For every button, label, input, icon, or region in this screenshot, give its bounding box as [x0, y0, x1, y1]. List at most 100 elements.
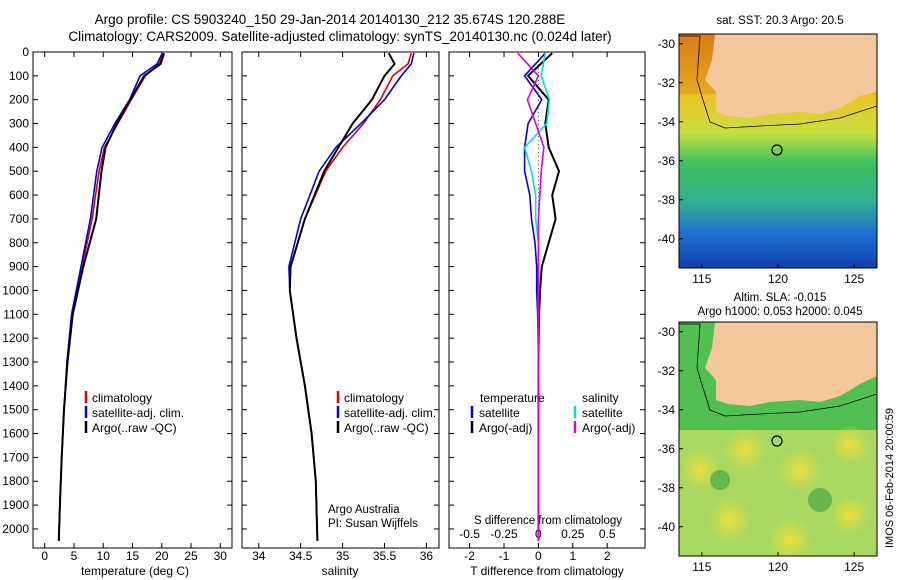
argo-position-marker [771, 435, 783, 447]
map-y-tick-label: -38 [658, 193, 676, 207]
sla-map-subtitle: Argo h1000: 0.053 h2000: 0.045 [698, 306, 863, 318]
y-tick-label: 500 [9, 164, 29, 178]
legend-sal-satellite: satellite [582, 406, 623, 420]
x-tick-label: -2 [464, 549, 475, 563]
map-y-tick-label: -34 [658, 403, 676, 417]
annotation-argo-australia: Argo Australia [328, 504, 400, 516]
map-y-tick-label: -32 [658, 364, 676, 378]
map-x-tick-label: 115 [692, 560, 711, 574]
temperature-axes [32, 51, 233, 549]
x-tick-label: -1 [499, 549, 510, 563]
x-tick-label: 25 [184, 549, 198, 563]
x-tick-label: 1 [569, 549, 576, 563]
salinity-axes [241, 51, 440, 549]
map-y-tick-label: -36 [658, 442, 676, 456]
x-tick-label-top: 0.25 [561, 527, 585, 541]
x-tick-label: 34 [252, 549, 266, 563]
land-mass [679, 34, 877, 118]
legend-temp-satellite: satellite [479, 406, 520, 420]
y-tick-label: 0 [22, 45, 29, 59]
y-tick-label: 1800 [2, 474, 29, 488]
axis-ticks: 0 5 10 15 20 25 300100200300400500600700800900… [2, 45, 645, 563]
profile-lines [57, 52, 561, 541]
y-tick-label: 2000 [2, 522, 29, 536]
map-x-tick-label: 115 [692, 272, 711, 286]
x-tick-label: 0 [535, 549, 542, 563]
legend-temperature-title: temperature [480, 391, 545, 405]
salinity-legend: climatology satellite-adj. clim. Argo(..… [328, 391, 436, 530]
annotation-pi: PI: Susan Wijffels [328, 518, 418, 530]
land-mass [679, 322, 877, 406]
legend-argo: Argo(..raw -QC) [92, 421, 177, 435]
legend-sal-argo: Argo(-adj) [582, 421, 635, 435]
y-tick-label: 300 [9, 117, 29, 131]
x-tick-label: 35.5 [373, 549, 397, 563]
legend-temp-argo: Argo(-adj) [479, 421, 532, 435]
difference-legend: temperature salinity satellite Argo(-adj… [470, 391, 635, 527]
sla-map-title: Altim. SLA: -0.015 [734, 292, 827, 304]
y-tick-label: 1000 [2, 283, 29, 297]
argo-position-marker [771, 144, 783, 156]
sst-map-title: sat. SST: 20.3 Argo: 20.5 [716, 15, 843, 27]
x-tick-label: 20 [155, 549, 169, 563]
difference-xlabel: T difference from climatology [470, 564, 624, 578]
sla-map-image [679, 322, 877, 556]
map-y-tick-label: -32 [658, 76, 676, 90]
y-tick-label: 800 [9, 236, 29, 250]
y-tick-label: 1700 [2, 450, 29, 464]
x-tick-label: 10 [97, 549, 111, 563]
series-line-satellite-adj-clim- [58, 52, 164, 541]
salinity-xlabel: salinity [322, 564, 359, 578]
map-y-tick-label: -30 [658, 325, 676, 339]
y-tick-label: 100 [9, 69, 29, 83]
x-tick-label-top: -0.25 [490, 527, 518, 541]
temperature-legend: climatology satellite-adj. clim. Argo(..… [84, 391, 184, 435]
map-x-tick-label: 125 [844, 272, 864, 286]
timestamp-stamp: IMOS 06-Feb-2014 20:00:59 [884, 408, 896, 548]
legend-salinity-title: salinity [582, 391, 619, 405]
x-tick-label: 30 [214, 549, 228, 563]
y-tick-label: 1200 [2, 331, 29, 345]
y-tick-label: 400 [9, 140, 29, 154]
x-tick-label: 35 [336, 549, 350, 563]
series-line-argo-raw-qc- [57, 52, 166, 541]
x-tick-label: 0 [41, 549, 48, 563]
x-tick-label: 15 [126, 549, 140, 563]
sla-map-ticks: 115 120 125 -30 -32 -34 -36 -38 -40 [658, 325, 865, 574]
series-line-argo-raw-qc- [288, 52, 396, 541]
x-tick-label: 2 [604, 549, 611, 563]
map-x-tick-label: 120 [768, 560, 788, 574]
x-tick-label: 36 [420, 549, 434, 563]
sst-map-image [679, 34, 877, 268]
y-tick-label: 1400 [2, 379, 29, 393]
map-y-tick-label: -36 [658, 154, 676, 168]
legend-satellite: satellite-adj. clim. [344, 406, 436, 420]
y-tick-label: 1500 [2, 403, 29, 417]
x-tick-label: 34.5 [289, 549, 313, 563]
x-tick-label: 5 [71, 549, 78, 563]
series-line-satellite [523, 52, 546, 541]
map-x-tick-label: 120 [768, 272, 788, 286]
y-tick-label: 1300 [2, 355, 29, 369]
y-tick-label: 1100 [3, 307, 29, 321]
isobath-contour [679, 35, 877, 129]
sst-map-ticks: 115 120 125 -30 -32 -34 -36 -38 -40 [658, 37, 865, 286]
title-line2: Climatology: CARS2009. Satellite-adjuste… [68, 29, 611, 44]
difference-axes [448, 51, 646, 549]
map-y-tick-label: -40 [658, 520, 676, 534]
y-tick-label: 1900 [2, 498, 29, 512]
legend-climatology: climatology [344, 391, 404, 405]
y-tick-label: 200 [9, 93, 29, 107]
y-tick-label: 600 [9, 188, 29, 202]
difference-top-xlabel: S difference from climatology [474, 515, 622, 527]
map-y-tick-label: -40 [658, 232, 676, 246]
legend-argo: Argo(..raw -QC) [344, 421, 429, 435]
y-tick-label: 900 [9, 260, 29, 274]
x-tick-label-top: -0.5 [459, 527, 480, 541]
legend-satellite: satellite-adj. clim. [92, 406, 184, 420]
y-tick-label: 1600 [2, 427, 29, 441]
map-x-tick-label: 125 [844, 560, 864, 574]
legend-climatology: climatology [92, 391, 152, 405]
series-line-salinity-argo-adj- [517, 52, 545, 541]
